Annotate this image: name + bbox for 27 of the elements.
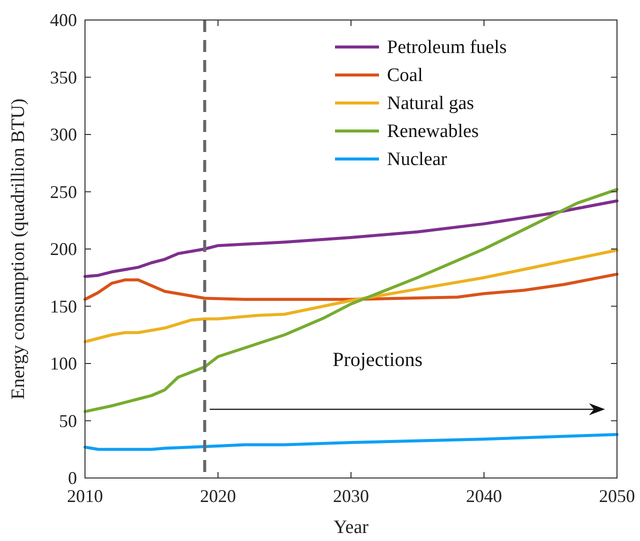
legend-label: Nuclear — [387, 149, 448, 170]
x-tick-label: 2010 — [67, 486, 103, 506]
legend-label: Petroleum fuels — [387, 37, 507, 58]
y-tick-label: 350 — [50, 67, 77, 88]
x-tick-label: 2040 — [466, 486, 502, 506]
x-axis-title: Year — [333, 517, 370, 538]
y-tick-label: 300 — [50, 124, 77, 144]
legend-label: Renewables — [387, 121, 479, 142]
y-tick-label: 100 — [50, 354, 77, 374]
annotation: Projections — [332, 348, 423, 371]
y-tick-label: 400 — [50, 10, 77, 30]
x-tick-label: 2030 — [333, 486, 369, 506]
line-series — [84, 432, 618, 451]
line-series — [84, 188, 618, 414]
x-tick-label: 2050 — [599, 486, 635, 506]
y-tick-label: 50 — [59, 410, 77, 431]
y-tick-label: 250 — [50, 182, 77, 202]
line-series — [84, 272, 618, 301]
y-tick-label: 200 — [50, 239, 77, 259]
y-tick-label: 150 — [50, 296, 77, 316]
y-axis-title: Energy consumption (quadrillion BTU) — [8, 98, 29, 400]
x-tick-label: 2020 — [200, 486, 236, 506]
y-tick-label: 0 — [68, 468, 77, 488]
line-series — [84, 248, 618, 344]
legend-label: Coal — [387, 65, 423, 86]
legend-label: Natural gas — [387, 93, 474, 114]
line-series — [84, 199, 618, 278]
